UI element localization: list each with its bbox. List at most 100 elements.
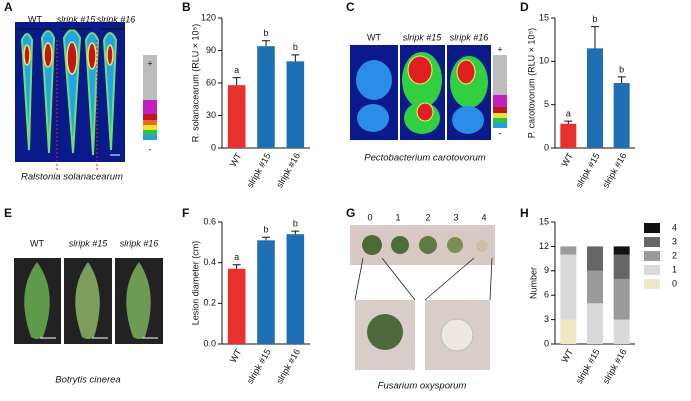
significance-letter: a (234, 65, 239, 75)
significance-letter: b (293, 219, 298, 229)
significance-letter: b (263, 225, 268, 235)
image-label: WT (367, 32, 381, 42)
error-bar (291, 230, 300, 235)
legend-swatch (644, 237, 660, 247)
bar-segment (560, 319, 577, 344)
bar (613, 83, 630, 148)
image-label: slripk #16 (120, 238, 159, 248)
score-label: 3 (453, 212, 458, 222)
legend-swatch (644, 279, 660, 289)
score-label: 4 (481, 212, 486, 222)
bar (227, 268, 246, 344)
y-tick-label: 12 (539, 241, 549, 251)
score-label: 1 (395, 212, 400, 222)
error-bar (232, 77, 241, 86)
y-tick-label: 6 (544, 290, 549, 300)
y-tick-label: 10 (539, 56, 549, 66)
y-tick-label: 15 (539, 12, 549, 22)
y-tick-label: 60 (206, 77, 216, 87)
x-tick-label: slripk #15 (245, 347, 273, 385)
y-tick-label: 0.2 (203, 298, 216, 308)
y-tick-label: 3 (544, 314, 549, 324)
root-image (15, 22, 157, 170)
y-tick-label: 9 (544, 265, 549, 275)
bar (257, 240, 275, 344)
y-tick-label: 15 (539, 216, 549, 226)
scale-plus: + (497, 44, 502, 54)
y-tick-label: 0 (544, 142, 549, 152)
bar-segment (587, 246, 603, 271)
bar-segment (613, 246, 630, 255)
bar-segment (560, 246, 577, 255)
y-tick-label: 0 (211, 142, 216, 152)
bar (286, 61, 305, 149)
legend-label: 0 (672, 278, 677, 288)
y-tick-label: 0 (544, 338, 549, 348)
panel-label: H (520, 206, 529, 220)
significance-letter: b (592, 14, 597, 24)
panel-label: G (346, 206, 355, 220)
y-tick-label: 30 (206, 110, 216, 120)
bar (560, 123, 577, 148)
image-label: WT (30, 238, 44, 248)
panel-label: B (182, 0, 191, 14)
legend-swatch (644, 251, 660, 261)
caption: Fusarium oxysporum (378, 381, 467, 392)
bar-segment (613, 319, 630, 344)
x-tick-label: slripk #15 (574, 151, 602, 189)
image-label: WT (28, 14, 42, 24)
legend-label: 2 (672, 250, 677, 260)
bar (587, 48, 603, 149)
significance-letter: a (234, 252, 239, 262)
legend-swatch (644, 265, 660, 275)
leaf-image (14, 258, 163, 344)
image-label: slripk #15 (69, 238, 109, 248)
error-bar (291, 54, 300, 62)
bar (286, 234, 305, 344)
error-bar (262, 236, 270, 241)
x-tick-label: WT (228, 151, 244, 169)
y-axis-label: Lesion diameter (cm) (190, 241, 200, 326)
panel-label: C (346, 0, 355, 14)
panel-label: F (182, 206, 189, 220)
image-label: slripk #15 (57, 14, 97, 24)
plant-image (350, 225, 495, 370)
x-tick-label: slripk #16 (601, 347, 629, 385)
x-tick-label: WT (559, 347, 575, 365)
caption: Botrytis cinerea (55, 375, 120, 386)
y-tick-label: 0.4 (203, 257, 216, 267)
caption: Ralstonia solanacearum (21, 172, 123, 183)
significance-letter: b (293, 42, 298, 52)
error-bar (591, 26, 599, 49)
error-bar (617, 76, 626, 83)
y-tick-label: 5 (544, 99, 549, 109)
scale-minus: - (149, 144, 152, 154)
x-tick-label: slripk #16 (274, 347, 302, 385)
legend-label: 3 (672, 236, 677, 246)
caption: Pectobacterium carotovorum (364, 153, 486, 164)
bar-segment (613, 278, 630, 320)
y-axis-label: Number (528, 267, 538, 299)
x-tick-label: slripk #15 (574, 347, 602, 385)
image-label: slripk #16 (97, 14, 136, 24)
x-tick-label: WT (228, 347, 244, 365)
significance-letter: a (566, 109, 571, 119)
image-label: slripk #16 (450, 32, 489, 42)
y-tick-label: 0.6 (203, 216, 216, 226)
significance-letter: b (619, 64, 624, 74)
legend-label: 1 (672, 264, 677, 274)
panel-label: D (520, 0, 529, 14)
legend-label: 4 (672, 222, 677, 232)
y-axis-label: P. carotovorum (RLU × 10⁵) (526, 28, 536, 138)
panel-label: A (4, 0, 13, 14)
scale-minus: - (499, 128, 502, 138)
y-axis-label: R. solanacearum (RLU × 10⁵) (190, 24, 200, 143)
score-label: 2 (425, 212, 430, 222)
image-label: slripk #15 (403, 32, 443, 42)
y-tick-label: 0.0 (203, 338, 216, 348)
bar-segment (587, 270, 603, 304)
y-tick-label: 90 (206, 45, 216, 55)
x-tick-label: slripk #15 (245, 151, 273, 189)
bar-segment (560, 254, 577, 320)
